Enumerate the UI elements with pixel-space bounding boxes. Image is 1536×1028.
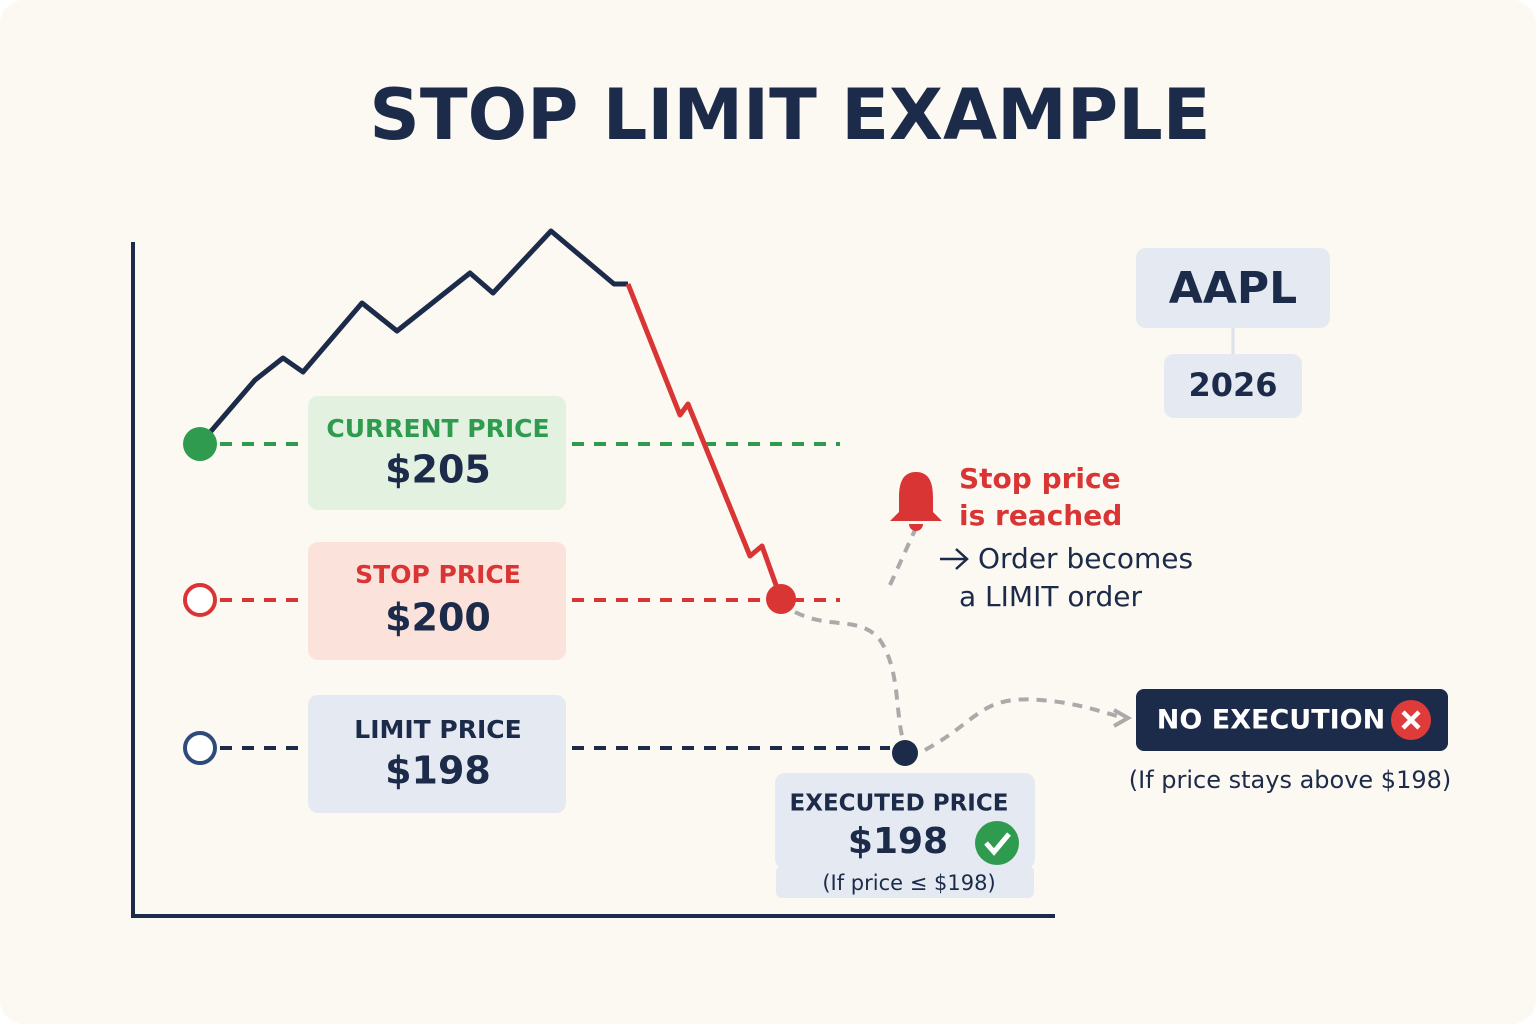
stop-box — [308, 542, 566, 660]
executed-price: $198 — [848, 821, 948, 862]
no-execution-box — [1136, 689, 1448, 751]
stop-note: Stop price — [959, 462, 1121, 495]
stop-note: is reached — [959, 499, 1122, 532]
stop-detail: Order becomes — [978, 542, 1193, 575]
level-label: STOP PRICE — [355, 560, 521, 589]
limit-box — [308, 695, 566, 813]
level-label: LIMIT PRICE — [354, 715, 521, 744]
price-drop — [625, 283, 784, 600]
axes — [131, 242, 1055, 918]
connector — [794, 610, 905, 741]
condition-box — [776, 866, 1034, 898]
arrow-icon — [940, 548, 969, 570]
executed-label: EXECUTED PRICE — [790, 791, 1009, 817]
price-path — [198, 228, 628, 446]
check-mark — [984, 832, 1011, 856]
arrowhead — [1113, 708, 1133, 728]
level-price: $198 — [385, 749, 491, 793]
ticker-symbol: AAPL — [1169, 263, 1297, 314]
check-icon — [975, 821, 1019, 865]
current-dot — [183, 427, 217, 461]
trigger-dot — [766, 584, 796, 614]
executed-box — [775, 773, 1035, 869]
bell-icon — [890, 472, 942, 531]
level-price: $205 — [385, 448, 491, 492]
level-label: CURRENT PRICE — [326, 414, 549, 443]
no-execution-label: NO EXECUTION — [1157, 705, 1385, 736]
level-price: $200 — [385, 596, 491, 640]
executed-condition: (If price ≤ $198) — [822, 871, 995, 895]
stop-detail: a LIMIT order — [959, 580, 1142, 613]
limit-dot — [183, 731, 217, 765]
title: STOP LIMIT EXAMPLE — [369, 74, 1210, 156]
stop-dot — [183, 583, 217, 617]
connector — [924, 697, 1126, 752]
year-box — [1164, 354, 1302, 418]
ticker-box — [1136, 248, 1330, 328]
current-box — [308, 396, 566, 510]
ticker-year: 2026 — [1188, 366, 1277, 404]
executed-dot — [892, 740, 918, 766]
no-execution-condition: (If price stays above $198) — [1129, 766, 1452, 794]
x-mark — [1401, 710, 1421, 730]
